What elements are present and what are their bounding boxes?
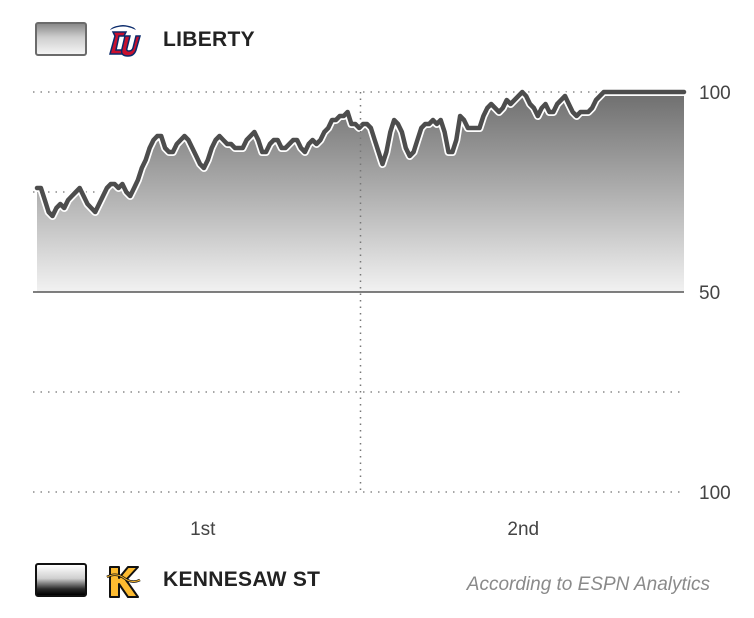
kennesaw-state-owls-logo (106, 566, 141, 598)
away-team-swatch (35, 563, 87, 597)
source-note: According to ESPN Analytics (466, 574, 710, 595)
y-tick-label-1: 50 (699, 283, 720, 304)
home-team-swatch (35, 22, 87, 56)
win-probability-area (37, 92, 684, 292)
x-tick-label-2nd: 2nd (507, 519, 539, 540)
y-tick-label-2: 100 (699, 483, 731, 504)
away-team-name: KENNESAW ST (163, 568, 321, 591)
win-probability-line (34, 89, 687, 219)
x-tick-label-1st: 1st (190, 519, 216, 540)
liberty-flames-logo (109, 25, 141, 57)
y-tick-label-0: 100 (699, 83, 731, 104)
home-team-name: LIBERTY (163, 28, 255, 51)
